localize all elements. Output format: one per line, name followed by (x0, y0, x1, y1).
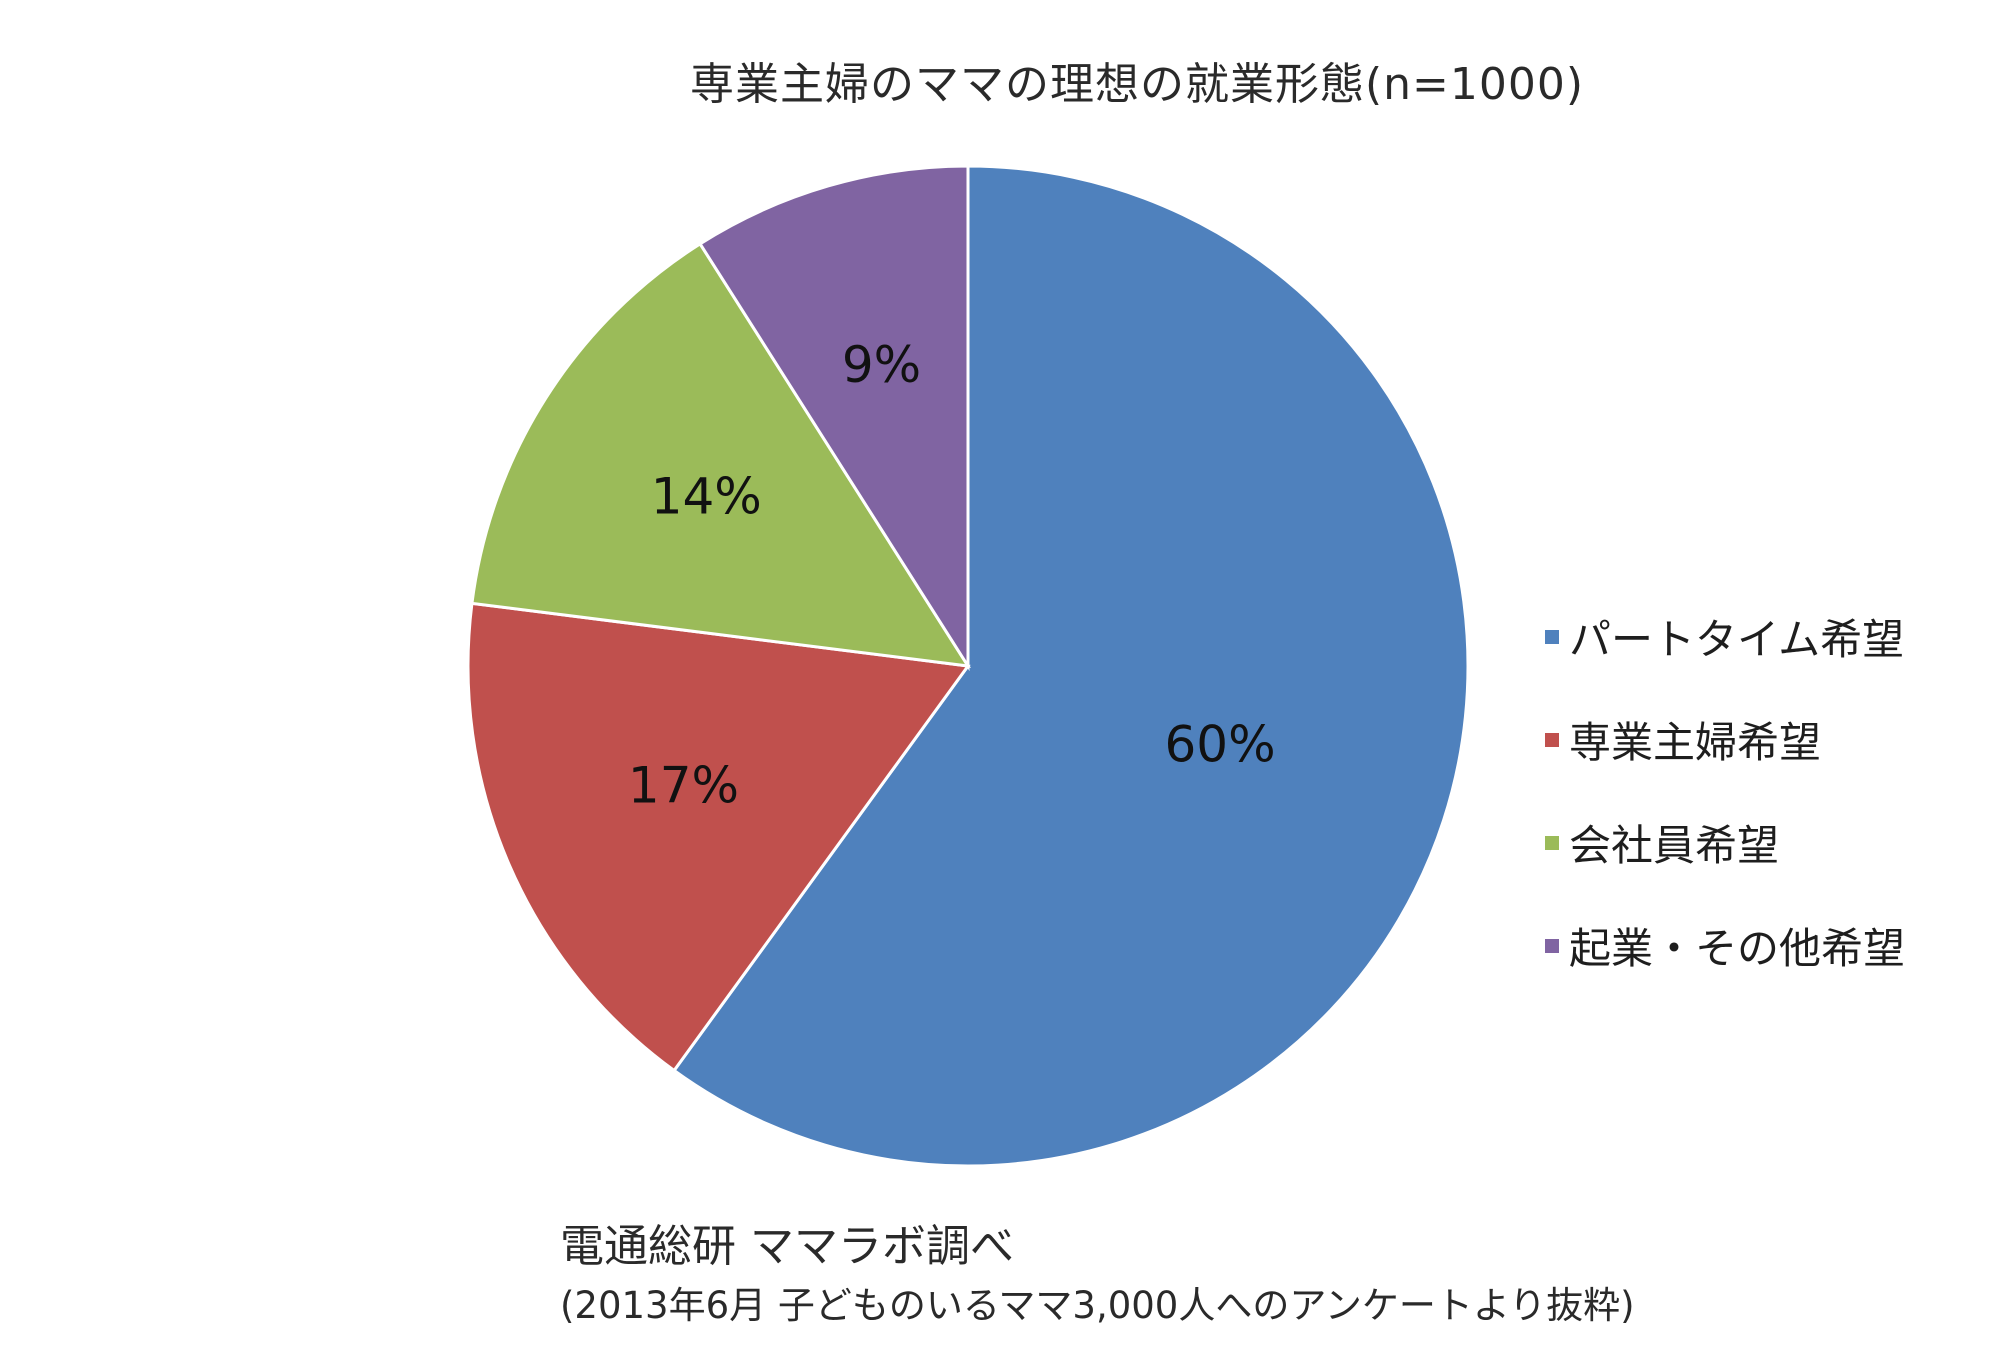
legend: パートタイム希望 専業主婦希望 会社員希望起業・その他希望 (1545, 585, 1985, 997)
pie-data-label: 17% (628, 757, 739, 815)
legend-label: パートタイム希望 (1569, 615, 1905, 664)
source-note: (2013年6月 子どものいるママ3,000人へのアンケートより抜粋) (560, 1284, 1635, 1327)
pie-slice (466, 601, 971, 1073)
legend-swatch (1545, 629, 1559, 644)
pie-data-label: 9% (842, 336, 921, 394)
legend-label: 起業・その他希望 (1569, 924, 1906, 973)
pie-slice (672, 164, 1470, 1168)
source-credit: 電通総研 ママラボ調べ (560, 1221, 1014, 1272)
pie-slices (466, 164, 1470, 1168)
chart-title: 専業主婦のママの理想の就業形態(n=1000) (690, 59, 1585, 110)
legend-item: 専業主婦希望 (1545, 688, 1985, 791)
pie-slice (470, 241, 971, 668)
pie-slice (698, 164, 970, 672)
legend-swatch (1545, 938, 1559, 953)
legend-label: 専業主婦希望 (1569, 718, 1822, 767)
pie-data-label: 60% (1164, 715, 1275, 773)
legend-label: 会社員希望 (1569, 821, 1780, 870)
legend-item: 会社員希望 (1545, 791, 1985, 894)
pie-data-label: 14% (651, 467, 762, 525)
legend-swatch (1545, 732, 1559, 747)
legend-item: パートタイム希望 (1545, 585, 1985, 688)
pie-data-labels: 60% 17% 14% 9% (628, 336, 1276, 815)
legend-swatch (1545, 835, 1559, 850)
legend-item: 起業・その他希望 (1545, 894, 1985, 997)
